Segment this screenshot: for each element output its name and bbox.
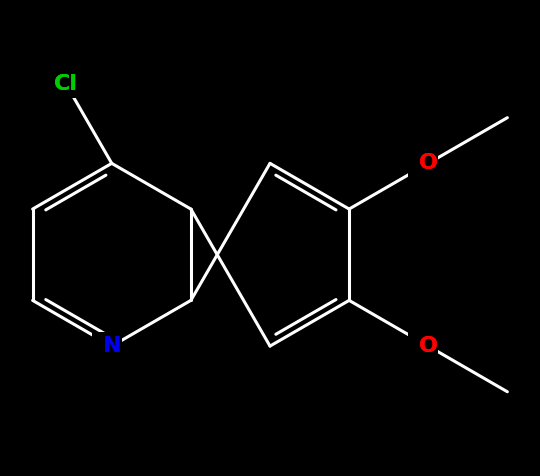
FancyBboxPatch shape xyxy=(46,70,86,99)
FancyBboxPatch shape xyxy=(408,332,438,360)
Text: O: O xyxy=(418,153,438,173)
Text: Cl: Cl xyxy=(54,74,78,94)
FancyBboxPatch shape xyxy=(92,332,122,360)
Text: Cl: Cl xyxy=(54,74,78,94)
FancyBboxPatch shape xyxy=(408,149,438,178)
Text: O: O xyxy=(418,336,438,356)
Text: N: N xyxy=(103,336,121,356)
Text: O: O xyxy=(418,153,438,173)
Text: N: N xyxy=(103,336,121,356)
Text: O: O xyxy=(418,336,438,356)
